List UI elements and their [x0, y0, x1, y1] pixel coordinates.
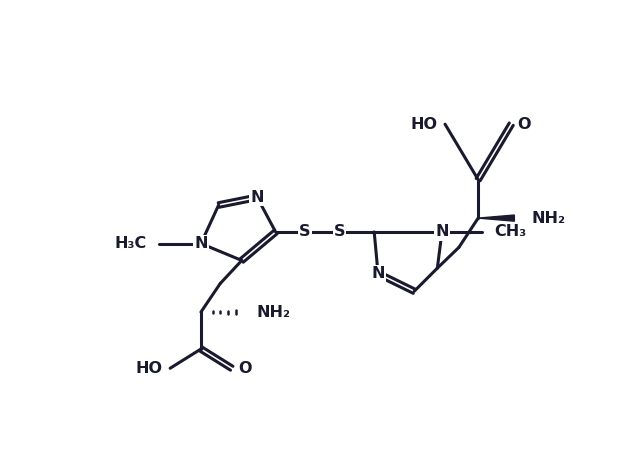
Text: NH₂: NH₂: [531, 211, 565, 226]
Text: HO: HO: [410, 117, 437, 132]
Text: N: N: [435, 225, 449, 239]
Text: N: N: [194, 236, 208, 251]
Text: NH₂: NH₂: [257, 305, 291, 320]
Text: HO: HO: [136, 361, 163, 376]
Polygon shape: [478, 215, 515, 221]
Text: H₃C: H₃C: [114, 236, 147, 251]
Text: O: O: [517, 117, 531, 132]
Text: N: N: [371, 266, 385, 281]
Text: CH₃: CH₃: [494, 225, 527, 239]
Text: S: S: [334, 225, 346, 239]
Text: N: N: [250, 190, 264, 205]
Text: O: O: [238, 361, 252, 376]
Text: S: S: [299, 225, 310, 239]
